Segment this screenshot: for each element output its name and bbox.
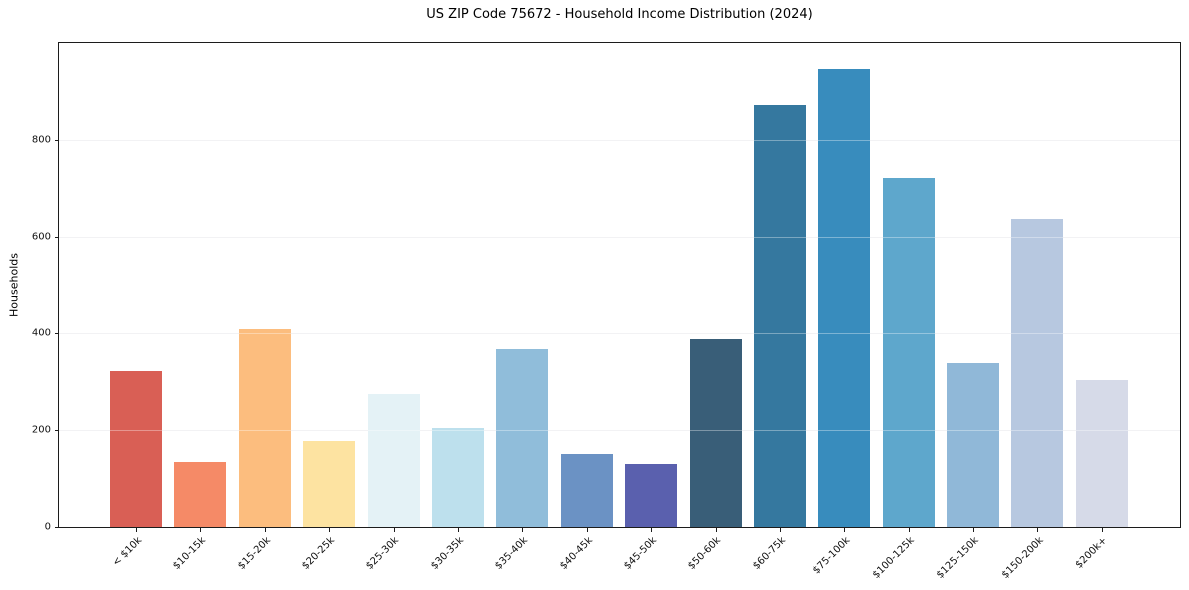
y-tick-mark bbox=[55, 333, 59, 335]
x-tick-mark bbox=[908, 528, 910, 532]
y-tick-label: 400 bbox=[31, 327, 51, 339]
gridline bbox=[59, 430, 1180, 432]
y-tick-label: 0 bbox=[44, 521, 51, 533]
bar-$10-15k bbox=[174, 461, 227, 527]
bar-slot: $20-25k bbox=[300, 43, 356, 572]
bar-slot: $60-75k bbox=[751, 43, 806, 572]
x-tick-mark bbox=[715, 528, 717, 532]
gridline-overlay bbox=[59, 236, 1180, 238]
bar-slot: $35-40k bbox=[493, 43, 549, 572]
y-tick-label: 200 bbox=[31, 424, 51, 436]
y-axis-label: Households bbox=[7, 253, 21, 317]
x-tick-label: $30-35k bbox=[428, 535, 466, 572]
y-tick-mark bbox=[55, 236, 59, 238]
bar-$15-20k bbox=[238, 328, 291, 527]
bar-$100-125k bbox=[882, 177, 935, 527]
bar-$125-150k bbox=[947, 363, 1000, 527]
grid-overlay-layer bbox=[59, 43, 1180, 527]
x-tick-label: $35-40k bbox=[493, 535, 531, 572]
x-tick-mark bbox=[393, 528, 395, 532]
x-tick-mark bbox=[136, 528, 137, 532]
x-tick-mark bbox=[973, 528, 975, 532]
y-tick-mark bbox=[55, 430, 59, 432]
chart-title: US ZIP Code 75672 - Household Income Dis… bbox=[426, 7, 813, 22]
x-tick-label: $125-150k bbox=[934, 535, 981, 581]
gridline bbox=[59, 333, 1180, 335]
x-tick-label: < $10k bbox=[110, 535, 144, 569]
bar-slot: $15-20k bbox=[236, 43, 291, 572]
bar-$200k+ bbox=[1075, 379, 1128, 527]
x-tick-mark bbox=[329, 528, 331, 532]
x-tick-mark bbox=[1037, 528, 1039, 532]
bar-$50-60k bbox=[689, 339, 742, 527]
x-tick-mark bbox=[651, 528, 653, 532]
x-tick-label: $15-20k bbox=[235, 535, 273, 572]
bar-slot: $40-45k bbox=[558, 43, 613, 572]
x-tick-label: $40-45k bbox=[557, 535, 595, 572]
gridline bbox=[59, 236, 1180, 238]
bar-$25-30k bbox=[367, 394, 420, 527]
x-tick-mark bbox=[586, 528, 588, 532]
bar-slot: $50-60k bbox=[686, 43, 742, 572]
x-tick-mark bbox=[264, 528, 266, 532]
x-tick-label: $200k+ bbox=[1073, 535, 1110, 571]
gridline-overlay bbox=[59, 430, 1180, 432]
gridline bbox=[59, 139, 1180, 141]
x-tick-mark bbox=[844, 528, 846, 532]
x-tick-mark bbox=[457, 528, 459, 532]
x-tick-label: $75-100k bbox=[810, 535, 853, 577]
bar-slot: $150-200k bbox=[999, 43, 1064, 581]
x-tick-label: $20-25k bbox=[300, 535, 337, 572]
bar-$35-40k bbox=[496, 349, 549, 527]
x-tick-label: $100-125k bbox=[870, 535, 917, 581]
plot-area: < $10k $10-15k $15-20k $20-25k $25-30k $30-35… bbox=[32, 42, 1181, 581]
bar-slot: $10-15k bbox=[171, 43, 227, 572]
y-tick-label: 800 bbox=[31, 134, 51, 146]
bar-slot: $30-35k bbox=[429, 43, 484, 572]
y-tick-mark bbox=[55, 527, 59, 528]
y-tick-mark bbox=[55, 139, 59, 141]
grid-layer bbox=[59, 43, 1180, 527]
x-tick-mark bbox=[779, 528, 781, 532]
bars-layer: < $10k $10-15k $15-20k $20-25k $25-30k $30-35… bbox=[59, 43, 1180, 581]
x-tick-label: $25-30k bbox=[364, 535, 402, 572]
bar-$60-75k bbox=[753, 104, 806, 527]
bar-$150-200k bbox=[1011, 219, 1064, 527]
bar-slot: $200k+ bbox=[1074, 43, 1128, 571]
bar-$40-45k bbox=[560, 453, 613, 527]
bar-slot: $100-125k bbox=[871, 43, 935, 581]
bar-$45-50k bbox=[625, 463, 678, 527]
x-tick-label: $150-200k bbox=[999, 535, 1046, 581]
x-tick-label: $50-60k bbox=[686, 535, 724, 572]
bar-slot: $125-150k bbox=[935, 43, 1000, 581]
y-tick-label: 600 bbox=[31, 231, 51, 243]
x-tick-mark bbox=[1101, 528, 1103, 532]
bar-slot: $25-30k bbox=[364, 43, 420, 572]
bar-slot: $75-100k bbox=[811, 43, 871, 576]
bar-slot: $45-50k bbox=[622, 43, 678, 572]
bar-$75-100k bbox=[818, 68, 871, 527]
x-tick-label: $10-15k bbox=[171, 535, 209, 572]
bar-slot: < $10k bbox=[110, 43, 162, 569]
x-tick-mark bbox=[522, 528, 524, 532]
gridline-overlay bbox=[59, 139, 1180, 141]
bar-< $10k bbox=[110, 371, 162, 527]
x-tick-label: $60-75k bbox=[750, 535, 788, 572]
gridline-overlay bbox=[59, 333, 1180, 335]
x-tick-label: $45-50k bbox=[621, 535, 659, 572]
bar-$30-35k bbox=[431, 427, 484, 527]
bar-$20-25k bbox=[303, 440, 356, 527]
x-tick-mark bbox=[200, 528, 202, 532]
